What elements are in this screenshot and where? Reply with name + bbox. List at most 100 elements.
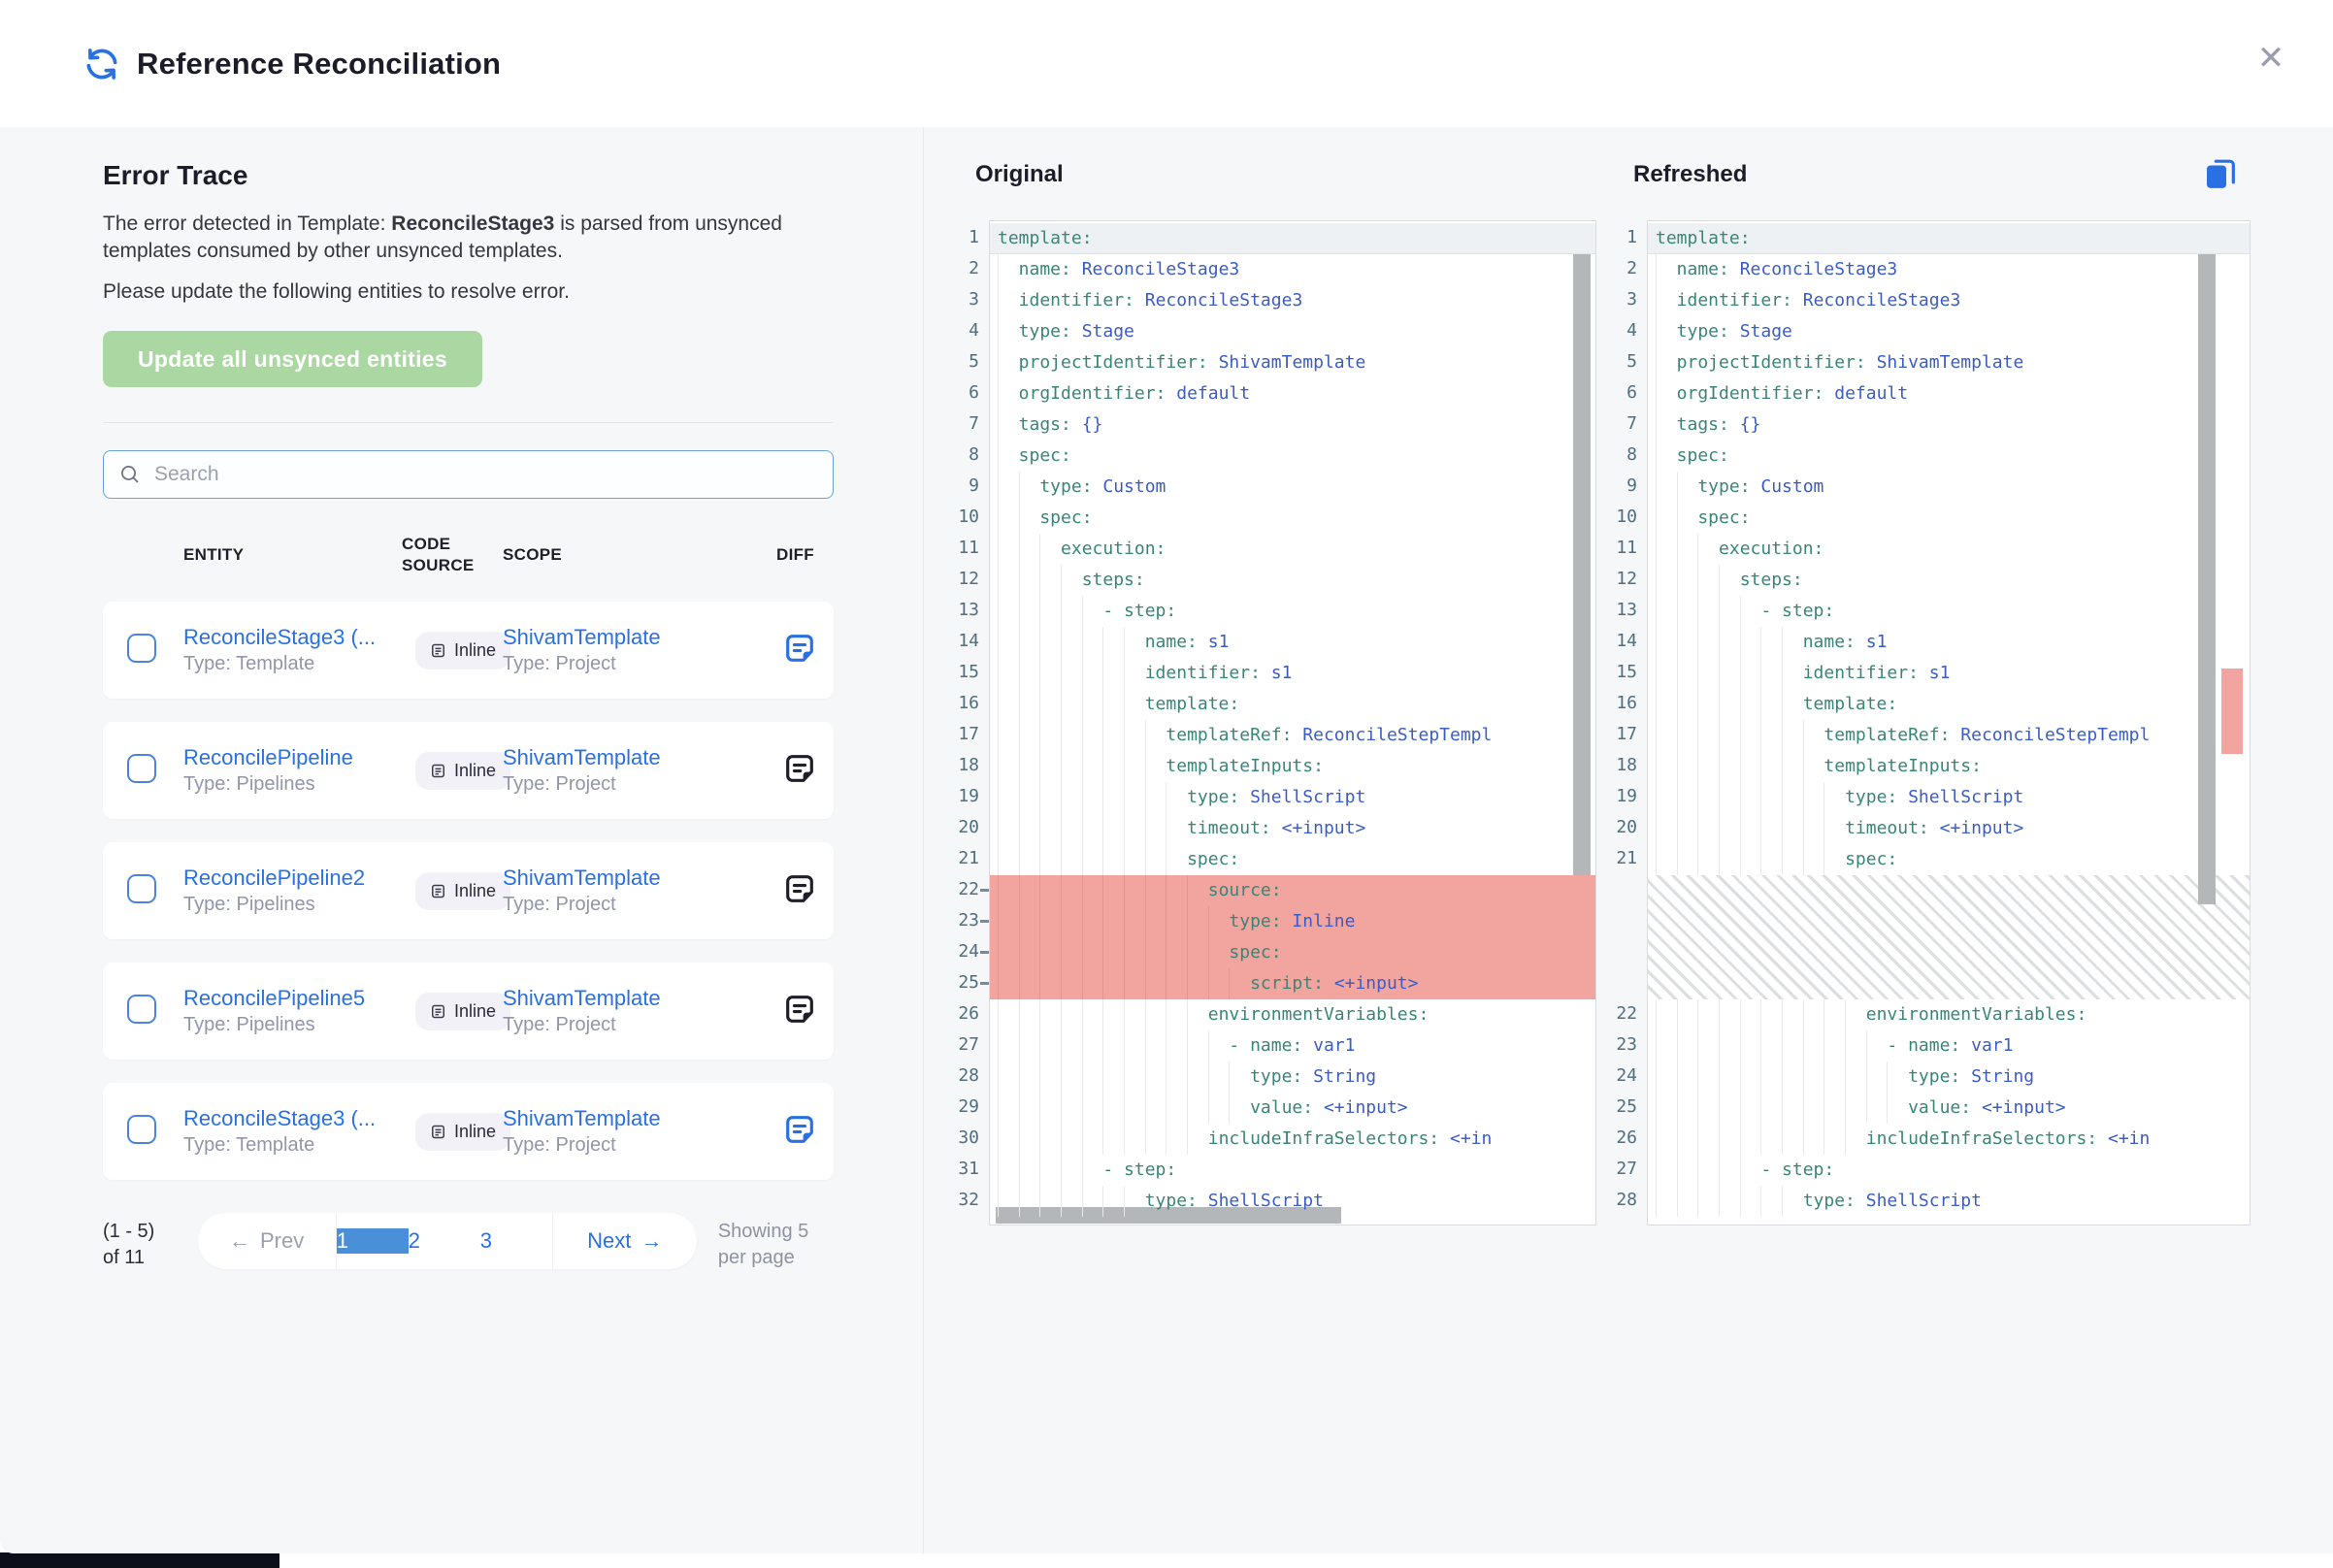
code-line: environmentVariables: — [1648, 999, 2250, 1030]
search-input[interactable] — [103, 450, 834, 499]
update-all-unsynced-entities-button[interactable]: Update all unsynced entities — [103, 331, 482, 387]
next-page-button[interactable]: Next → — [587, 1228, 663, 1253]
entity-type-label: Type: Pipelines — [183, 773, 315, 795]
vertical-scrollbar[interactable] — [1573, 223, 1591, 904]
line-number: 12 — [958, 569, 979, 589]
copy-icon[interactable] — [2200, 154, 2241, 195]
scope-type-label: Type: Project — [503, 1134, 616, 1156]
code-line: template: — [1648, 689, 2250, 720]
line-number: 7 — [969, 413, 979, 434]
line-number: 12 — [1616, 569, 1637, 589]
code-line: spec: — [990, 503, 1595, 534]
refreshed-line-number-gutter: 1 2 3 4 5 6 7 8 9 10 11 12 13 14 15 16 17 18 19 20 21 22 23 24 2… — [1602, 220, 1647, 1225]
code-line: spec: — [1648, 503, 2250, 534]
refreshed-panel: Refreshed 1 2 3 4 5 6 7 8 9 10 11 12 13 14 15 16 17 18 19 2… — [1602, 159, 2251, 1553]
line-number: 31 — [958, 1159, 979, 1179]
removed-line-marker — [980, 951, 989, 954]
page-number-button[interactable]: 3 — [479, 1228, 492, 1253]
code-line: name: s1 — [990, 627, 1595, 658]
code-line: type: String — [990, 1062, 1595, 1093]
line-number: 27 — [1616, 1159, 1637, 1179]
modal-header: Reference Reconciliation ✕ — [0, 0, 2333, 127]
line-number: 28 — [958, 1065, 979, 1086]
code-line: template: — [1648, 223, 2250, 254]
line-number: 21 — [1616, 848, 1637, 868]
inline-source-icon — [430, 1124, 446, 1140]
prev-page-button[interactable]: ← Prev — [198, 1213, 337, 1269]
line-number: 25 — [944, 967, 989, 998]
code-line: - step: — [990, 1155, 1595, 1186]
removed-line-marker — [980, 982, 989, 985]
background-page-strip — [0, 1552, 279, 1568]
line-number: 24 — [944, 936, 989, 967]
modal-body: Error Trace The error detected in Templa… — [0, 127, 2333, 1553]
code-line: value: <+input> — [990, 1093, 1595, 1124]
column-header-code-source: CODE SOURCE — [402, 535, 475, 574]
scope-link[interactable]: ShivamTemplate — [503, 625, 661, 649]
entity-link[interactable]: ReconcilePipeline — [183, 745, 353, 769]
line-number: 15 — [958, 662, 979, 682]
diff-note-icon[interactable] — [782, 1112, 817, 1147]
scope-link[interactable]: ShivamTemplate — [503, 745, 661, 769]
line-number: 3 — [969, 289, 979, 310]
code-line: templateInputs: — [990, 751, 1595, 782]
column-header-scope: SCOPE — [503, 545, 563, 564]
diff-area: Original 1 2 3 4 5 6 7 8 9 10 11 12 13 14 15 16 17 18 19 20… — [924, 127, 2251, 1553]
diff-note-icon[interactable] — [782, 751, 817, 786]
line-number: 20 — [1616, 817, 1637, 837]
scope-link[interactable]: ShivamTemplate — [503, 986, 661, 1010]
row-checkbox[interactable] — [127, 994, 156, 1024]
original-code-view: template: name: ReconcileStage3 identifier… — [989, 220, 1596, 1225]
line-number: 25 — [1616, 1096, 1637, 1117]
entity-link[interactable]: ReconcilePipeline5 — [183, 986, 366, 1010]
diff-note-icon[interactable] — [782, 631, 817, 666]
column-header-diff: DIFF — [776, 545, 814, 564]
diff-note-icon[interactable] — [782, 992, 817, 1027]
scope-link[interactable]: ShivamTemplate — [503, 866, 661, 890]
entity-link[interactable]: ReconcileStage3 (... — [183, 1106, 377, 1130]
code-line: includeInfraSelectors: <+in — [990, 1124, 1595, 1155]
code-line: type: Custom — [1648, 472, 2250, 503]
code-line: template: — [990, 223, 1595, 254]
code-line: name: ReconcileStage3 — [990, 254, 1595, 285]
code-line: value: <+input> — [1648, 1093, 2250, 1124]
code-line: execution: — [1648, 534, 2250, 565]
line-number: 27 — [958, 1034, 979, 1055]
line-number: 18 — [1616, 755, 1637, 775]
code-line: steps: — [1648, 565, 2250, 596]
entity-link[interactable]: ReconcileStage3 (... — [183, 625, 377, 649]
row-checkbox[interactable] — [127, 633, 156, 663]
scope-link[interactable]: ShivamTemplate — [503, 1106, 661, 1130]
line-number: 9 — [969, 475, 979, 496]
code-line: type: Custom — [990, 472, 1595, 503]
divider — [103, 422, 834, 423]
line-number: 18 — [958, 755, 979, 775]
inline-source-icon — [430, 1003, 446, 1020]
page-number-button[interactable]: 1 — [336, 1228, 409, 1254]
line-number: 23 — [1616, 1034, 1637, 1055]
diff-overview-marker — [2221, 669, 2243, 754]
row-checkbox[interactable] — [127, 753, 156, 783]
removed-line-marker — [980, 889, 989, 892]
line-number: 16 — [958, 693, 979, 713]
line-number: 10 — [1616, 506, 1637, 527]
line-number: 22 — [1616, 1003, 1637, 1024]
code-source-badge: Inline — [415, 1112, 511, 1151]
row-checkbox[interactable] — [127, 873, 156, 903]
code-line: projectIdentifier: ShivamTemplate — [1648, 347, 2250, 378]
line-number: 6 — [969, 382, 979, 403]
code-line: tags: {} — [990, 409, 1595, 441]
diff-note-icon[interactable] — [782, 871, 817, 906]
code-line: templateRef: ReconcileStepTempl — [990, 720, 1595, 751]
vertical-scrollbar[interactable] — [2198, 223, 2216, 904]
page-number-button[interactable]: 2 — [408, 1228, 420, 1253]
entity-type-label: Type: Pipelines — [183, 1014, 315, 1035]
entity-link[interactable]: ReconcilePipeline2 — [183, 866, 366, 890]
close-icon[interactable]: ✕ — [2250, 37, 2292, 80]
row-checkbox[interactable] — [127, 1114, 156, 1144]
code-line: - name: var1 — [1648, 1030, 2250, 1062]
column-header-entity: ENTITY — [183, 545, 245, 564]
code-line: orgIdentifier: default — [990, 378, 1595, 409]
